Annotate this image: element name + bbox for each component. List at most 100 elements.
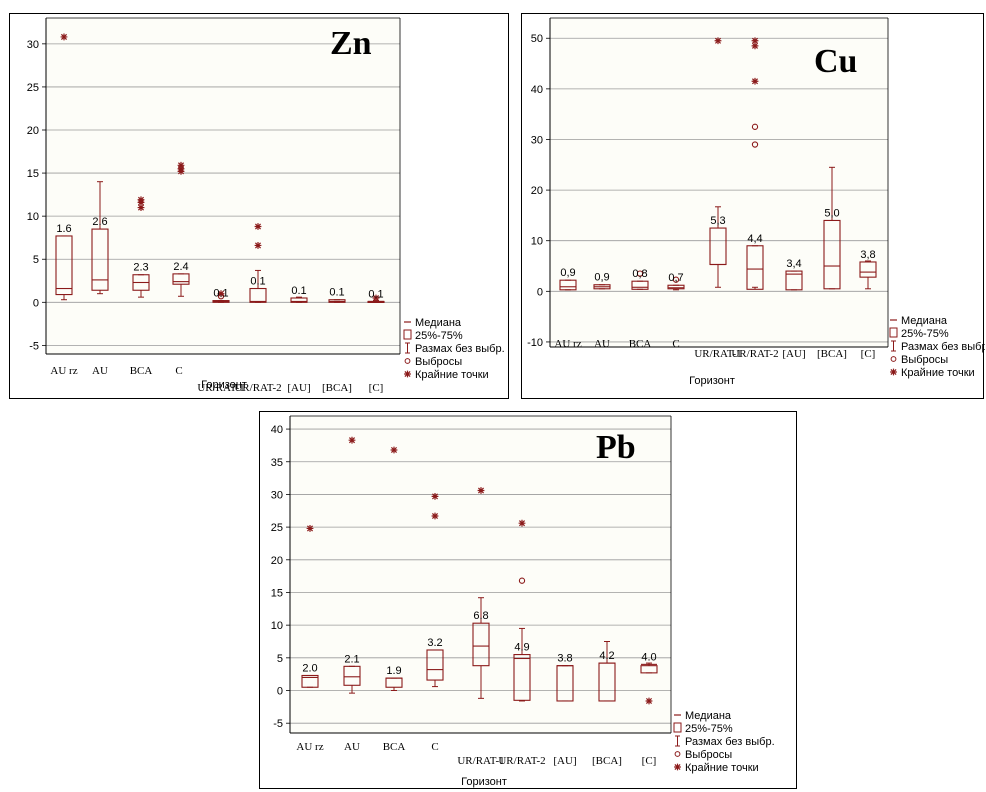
zn-y-tick-label: 15	[27, 168, 39, 180]
pb-au-extreme	[348, 436, 356, 444]
pb-y-tick-label: 35	[271, 457, 283, 469]
cu-legend-box-label: 25%-75%	[901, 328, 949, 340]
zn-y-tick-label: 10	[27, 211, 39, 223]
zn-y-tick-label: 20	[27, 125, 39, 137]
zn-legend-box-swatch	[403, 329, 412, 340]
zn-ur-rat-2-box	[249, 287, 267, 303]
pb-category-label-au-bracket: [AU]	[553, 755, 576, 767]
zn-ur-rat-2-extreme	[254, 223, 262, 230]
zn-category-label-ur-rat-2: UR/RAT-2	[234, 382, 281, 394]
pb-bca-extreme	[390, 446, 398, 454]
pb-legend-outlier-swatch	[674, 751, 681, 757]
pb-legend-box-swatch	[673, 722, 682, 733]
pb-au-bracket-median-label: 3.8	[557, 653, 572, 665]
pb-c-box	[426, 649, 444, 681]
zn-legend-box-label: 25%-75%	[415, 330, 463, 342]
zn-au-bracket-box	[290, 297, 308, 303]
zn-ur-rat-2-median-label: 0.1	[250, 276, 265, 288]
zn-legend-median-label: Медиана	[415, 317, 462, 329]
cu-y-tick-label: -10	[527, 337, 543, 349]
pb-category-label-bca: BCA	[383, 741, 406, 753]
pb-y-tick-label: 0	[277, 686, 283, 698]
pb-c-median-label: 3.2	[427, 637, 442, 649]
cu-category-label-ur-rat-1: UR/RAT-1	[694, 348, 741, 360]
cu-legend-range-swatch	[891, 340, 896, 352]
cu-ur-rat-2-extreme	[751, 77, 759, 85]
pb-au-box	[343, 665, 361, 686]
pb-legend-outlier-label: Выбросы	[685, 749, 732, 761]
pb-category-label-c-bracket: [C]	[642, 755, 657, 767]
cu-y-tick-label: 40	[531, 84, 543, 96]
zn-bca-extreme	[137, 204, 145, 211]
cu-title: Cu	[814, 43, 857, 80]
cu-au-bracket-median-label: 3,4	[786, 258, 801, 270]
cu-y-tick-label: 50	[531, 33, 543, 45]
pb-ur-rat-1-median-label: 6.8	[473, 610, 488, 622]
cu-y-tick-label: 0	[537, 286, 543, 298]
pb-au-rz-median-label: 2.0	[302, 662, 317, 674]
cu-ur-rat-2-outlier	[751, 141, 759, 148]
zn-legend-range-label: Размах без выбр.	[415, 343, 505, 355]
zn-category-label-c: C	[175, 365, 182, 377]
pb-legend-extreme-label: Крайние точки	[685, 762, 759, 774]
zn-category-label-bca-bracket: [BCA]	[322, 382, 352, 394]
zn-ur-rat-2-extreme	[254, 242, 262, 249]
pb-y-tick-label: -5	[273, 718, 283, 730]
pb-x-axis-label: Горизонт	[461, 776, 507, 788]
zn-plot-area	[46, 18, 400, 354]
zn-c-bracket-median-label: 0.1	[368, 288, 383, 300]
pb-boxplot: -5 0 5 10 15 20 25 30 35 40 2.0 AU rz 2.1 AU 1.9 BCA 3.2…	[271, 415, 775, 788]
pb-category-label-c: C	[431, 741, 438, 753]
cu-au-median-label: 0,9	[594, 272, 609, 284]
pb-legend-range-label: Размах без выбр.	[685, 736, 775, 748]
cu-bca-outlier	[636, 270, 644, 277]
zn-y-tick-label: 30	[27, 39, 39, 51]
zn-category-label-ur-rat-1: UR/RAT-1	[197, 382, 244, 394]
cu-category-label-au-rz: AU rz	[554, 338, 581, 350]
cu-au-rz-median-label: 0,9	[560, 267, 575, 279]
pb-y-tick-label: 40	[271, 424, 283, 436]
cu-ur-rat-2-median-label: 4,4	[747, 233, 762, 245]
zn-title: Zn	[330, 25, 372, 62]
pb-category-label-au: AU	[344, 741, 360, 753]
pb-legend-box-label: 25%-75%	[685, 723, 733, 735]
zn-au-box	[91, 228, 109, 291]
cu-c-median-label: 0,7	[668, 272, 683, 284]
pb-category-label-bca-bracket: [BCA]	[592, 755, 622, 767]
cu-category-label-bca-bracket: [BCA]	[817, 348, 847, 360]
zn-y-tick-label: 0	[33, 297, 39, 309]
pb-legend-extreme-swatch	[674, 763, 681, 771]
cu-ur-rat-2-box	[746, 245, 764, 290]
cu-y-tick-label: 30	[531, 134, 543, 146]
cu-au-rz-box	[559, 279, 577, 291]
zn-legend-outlier-label: Выбросы	[415, 356, 462, 368]
cu-category-label-au-bracket: [AU]	[782, 348, 805, 360]
pb-ur-rat-2-box	[513, 654, 531, 701]
pb-ur-rat-2-outlier	[518, 577, 526, 584]
zn-legend-outlier-swatch	[404, 358, 411, 364]
zn-au-median-label: 2.6	[92, 216, 107, 228]
cu-c-bracket-median-label: 3,8	[860, 249, 875, 261]
pb-chart-panel: -5 0 5 10 15 20 25 30 35 40 2.0 AU rz 2.1 AU 1.9 BCA 3.2…	[259, 411, 797, 789]
cu-category-label-ur-rat-2: UR/RAT-2	[731, 348, 778, 360]
cu-boxplot: -10 0 10 20 30 40 50 0,9 AU rz 0,9 AU 0,8 BCA 0,7 C 5,3…	[527, 17, 985, 387]
zn-ur-rat-1-median-label: 0.1	[213, 288, 228, 300]
zn-au-bracket-median-label: 0.1	[291, 285, 306, 297]
pb-bca-bracket-median-label: 4.2	[599, 650, 614, 662]
zn-ur-rat-1-extreme	[217, 290, 225, 298]
pb-au-rz-box	[301, 674, 319, 688]
pb-y-tick-label: 20	[271, 555, 283, 567]
pb-c-extreme	[431, 492, 439, 500]
cu-x-axis-label: Горизонт	[689, 375, 735, 387]
zn-boxplot: -5 0 5 10 15 20 25 30 1.6 AU rz 2.6 AU 2.3 BCA 2.4 C 0.1…	[27, 17, 505, 394]
pb-au-rz-extreme	[306, 525, 314, 532]
pb-c-bracket-median-label: 4.0	[641, 651, 656, 663]
zn-y-tick-label: 25	[27, 82, 39, 94]
zn-x-axis-label: Горизонт	[201, 379, 247, 391]
zn-c-median-label: 2.4	[173, 261, 188, 273]
cu-bca-median-label: 0,8	[632, 268, 647, 280]
pb-legend-range-swatch	[675, 735, 680, 747]
cu-ur-rat-1-median-label: 5,3	[710, 215, 725, 227]
zn-c-extreme	[177, 161, 185, 169]
cu-category-label-c: C	[672, 338, 679, 350]
